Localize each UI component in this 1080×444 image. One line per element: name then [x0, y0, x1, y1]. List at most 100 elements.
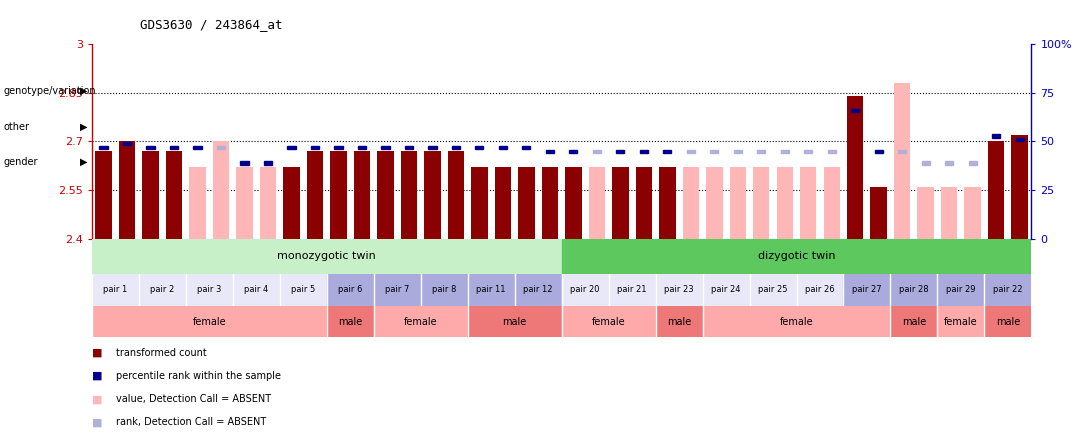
Bar [899, 150, 906, 153]
Bar [213, 142, 229, 238]
Bar [401, 151, 417, 238]
Bar [800, 167, 816, 238]
Bar [562, 238, 1043, 274]
Text: value, Detection Call = ABSENT: value, Detection Call = ABSENT [116, 394, 271, 404]
Bar [475, 146, 484, 149]
Text: pair 29: pair 29 [946, 285, 975, 294]
Text: rank, Detection Call = ABSENT: rank, Detection Call = ABSENT [116, 417, 266, 427]
Text: pair 11: pair 11 [476, 285, 505, 294]
Text: pair 24: pair 24 [712, 285, 741, 294]
Bar [636, 167, 652, 238]
Bar [119, 142, 135, 238]
Text: ▶: ▶ [80, 122, 87, 131]
Text: other: other [3, 122, 29, 131]
Bar [890, 274, 937, 305]
Bar [424, 151, 441, 238]
Text: female: female [944, 317, 977, 326]
Bar [357, 146, 366, 149]
Text: pair 20: pair 20 [570, 285, 599, 294]
Bar [471, 167, 487, 238]
Bar [147, 146, 154, 149]
Bar [1015, 138, 1024, 142]
Text: pair 4: pair 4 [244, 285, 268, 294]
Text: monozygotic twin: monozygotic twin [278, 251, 376, 261]
Bar [984, 274, 1031, 305]
Bar [663, 150, 672, 153]
Text: male: male [338, 317, 362, 326]
Text: male: male [667, 317, 691, 326]
Text: male: male [996, 317, 1020, 326]
Bar [495, 167, 511, 238]
Text: pair 6: pair 6 [338, 285, 363, 294]
Bar [589, 167, 605, 238]
Bar [189, 167, 205, 238]
Bar [870, 187, 887, 238]
Bar [468, 305, 562, 337]
Text: pair 12: pair 12 [524, 285, 553, 294]
Bar [448, 151, 464, 238]
Bar [562, 274, 609, 305]
Text: ■: ■ [92, 417, 103, 427]
Bar [941, 187, 957, 238]
Bar [95, 151, 111, 238]
Bar [702, 305, 890, 337]
Bar [921, 161, 930, 165]
Bar [805, 150, 812, 153]
Bar [656, 274, 702, 305]
Bar [335, 146, 342, 149]
Bar [964, 187, 981, 238]
Bar [851, 109, 860, 112]
Bar [280, 274, 327, 305]
Bar [706, 167, 723, 238]
Text: pair 3: pair 3 [197, 285, 221, 294]
Bar [1012, 135, 1028, 238]
Bar [381, 146, 390, 149]
Bar [92, 274, 138, 305]
Bar [217, 146, 225, 149]
Text: pair 8: pair 8 [432, 285, 457, 294]
Bar [969, 161, 976, 165]
Bar [518, 167, 535, 238]
Text: ■: ■ [92, 371, 103, 381]
Bar [186, 274, 233, 305]
Text: female: female [404, 317, 437, 326]
Bar [750, 274, 797, 305]
Bar [562, 305, 656, 337]
Bar [733, 150, 742, 153]
Bar [617, 150, 624, 153]
Bar [757, 150, 766, 153]
Text: gender: gender [3, 157, 38, 167]
Bar [523, 146, 530, 149]
Text: ■: ■ [92, 348, 103, 358]
Bar [937, 305, 985, 337]
Text: pair 22: pair 22 [994, 285, 1023, 294]
Text: ▶: ▶ [80, 86, 87, 96]
Text: pair 25: pair 25 [758, 285, 787, 294]
Bar [993, 134, 1000, 138]
Bar [797, 274, 843, 305]
Bar [233, 274, 280, 305]
Bar [945, 161, 954, 165]
Text: pair 7: pair 7 [384, 285, 409, 294]
Text: ■: ■ [92, 394, 103, 404]
Bar [753, 167, 769, 238]
Bar [827, 150, 836, 153]
Bar [847, 96, 863, 238]
Bar [92, 305, 326, 337]
Bar [593, 150, 600, 153]
Text: male: male [902, 317, 926, 326]
Bar [421, 274, 468, 305]
Bar [374, 274, 421, 305]
Bar [283, 167, 299, 238]
Text: pair 21: pair 21 [618, 285, 647, 294]
Bar [542, 167, 558, 238]
Bar [565, 167, 581, 238]
Bar [287, 146, 296, 149]
Bar [918, 187, 934, 238]
Bar [123, 142, 131, 145]
Bar [326, 274, 374, 305]
Text: percentile rank within the sample: percentile rank within the sample [116, 371, 281, 381]
Text: transformed count: transformed count [116, 348, 206, 358]
Text: female: female [592, 317, 625, 326]
Bar [824, 167, 840, 238]
